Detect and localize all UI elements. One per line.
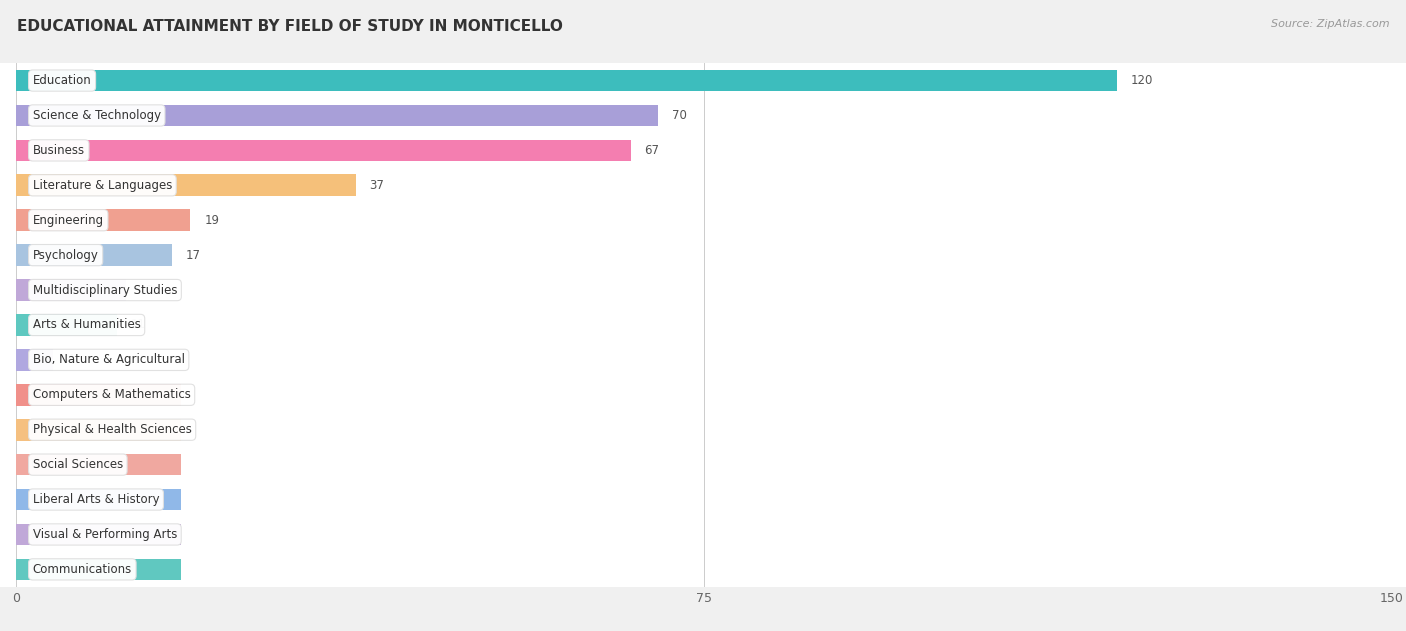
Text: Arts & Humanities: Arts & Humanities (32, 319, 141, 331)
Circle shape (22, 457, 27, 473)
FancyBboxPatch shape (0, 552, 1406, 587)
Text: Source: ZipAtlas.com: Source: ZipAtlas.com (1271, 19, 1389, 29)
Text: 0: 0 (30, 493, 38, 506)
Text: 12: 12 (141, 283, 155, 297)
Text: Business: Business (32, 144, 84, 157)
Text: Education: Education (32, 74, 91, 87)
Text: Communications: Communications (32, 563, 132, 576)
Text: 4: 4 (66, 353, 75, 367)
Bar (17, 524, 181, 545)
Bar (17, 314, 117, 336)
Bar (17, 384, 181, 406)
Circle shape (22, 317, 27, 333)
Bar (17, 139, 631, 161)
Circle shape (22, 108, 27, 123)
Bar (17, 489, 181, 510)
Text: 120: 120 (1130, 74, 1153, 87)
Text: Computers & Mathematics: Computers & Mathematics (32, 388, 191, 401)
Text: Bio, Nature & Agricultural: Bio, Nature & Agricultural (32, 353, 184, 367)
Circle shape (22, 282, 27, 298)
Text: Psychology: Psychology (32, 249, 98, 262)
Text: Literature & Languages: Literature & Languages (32, 179, 172, 192)
Text: 67: 67 (644, 144, 659, 157)
Text: 0: 0 (30, 388, 38, 401)
Text: Science & Technology: Science & Technology (32, 109, 160, 122)
Circle shape (22, 492, 27, 507)
Circle shape (22, 387, 27, 403)
FancyBboxPatch shape (0, 447, 1406, 482)
Bar (17, 105, 658, 126)
Circle shape (22, 73, 27, 88)
Text: Multidisciplinary Studies: Multidisciplinary Studies (32, 283, 177, 297)
Bar (17, 419, 181, 440)
Bar (17, 280, 127, 301)
Bar (17, 349, 53, 370)
FancyBboxPatch shape (0, 63, 1406, 98)
Text: 0: 0 (30, 423, 38, 436)
Text: 0: 0 (30, 563, 38, 576)
Bar (17, 175, 356, 196)
Text: 0: 0 (30, 528, 38, 541)
Circle shape (22, 562, 27, 577)
Circle shape (22, 177, 27, 193)
Circle shape (22, 247, 27, 263)
FancyBboxPatch shape (0, 168, 1406, 203)
FancyBboxPatch shape (0, 307, 1406, 343)
Circle shape (22, 143, 27, 158)
FancyBboxPatch shape (0, 203, 1406, 238)
Bar (17, 558, 181, 580)
Circle shape (22, 422, 27, 437)
Text: Engineering: Engineering (32, 214, 104, 227)
Text: EDUCATIONAL ATTAINMENT BY FIELD OF STUDY IN MONTICELLO: EDUCATIONAL ATTAINMENT BY FIELD OF STUDY… (17, 19, 562, 34)
FancyBboxPatch shape (0, 517, 1406, 552)
FancyBboxPatch shape (0, 412, 1406, 447)
Bar (17, 70, 1116, 91)
Text: 17: 17 (186, 249, 201, 262)
Circle shape (22, 352, 27, 368)
FancyBboxPatch shape (0, 482, 1406, 517)
Text: 0: 0 (30, 458, 38, 471)
Bar (17, 244, 172, 266)
Text: 37: 37 (370, 179, 384, 192)
Text: Liberal Arts & History: Liberal Arts & History (32, 493, 159, 506)
Text: Social Sciences: Social Sciences (32, 458, 122, 471)
Bar (17, 454, 181, 475)
FancyBboxPatch shape (0, 98, 1406, 133)
FancyBboxPatch shape (0, 343, 1406, 377)
Bar (17, 209, 190, 231)
Text: Physical & Health Sciences: Physical & Health Sciences (32, 423, 191, 436)
FancyBboxPatch shape (0, 273, 1406, 307)
Text: 11: 11 (131, 319, 146, 331)
Text: 19: 19 (204, 214, 219, 227)
Circle shape (22, 213, 27, 228)
Circle shape (22, 527, 27, 542)
FancyBboxPatch shape (0, 377, 1406, 412)
Text: Visual & Performing Arts: Visual & Performing Arts (32, 528, 177, 541)
FancyBboxPatch shape (0, 133, 1406, 168)
FancyBboxPatch shape (0, 238, 1406, 273)
Text: 70: 70 (672, 109, 688, 122)
